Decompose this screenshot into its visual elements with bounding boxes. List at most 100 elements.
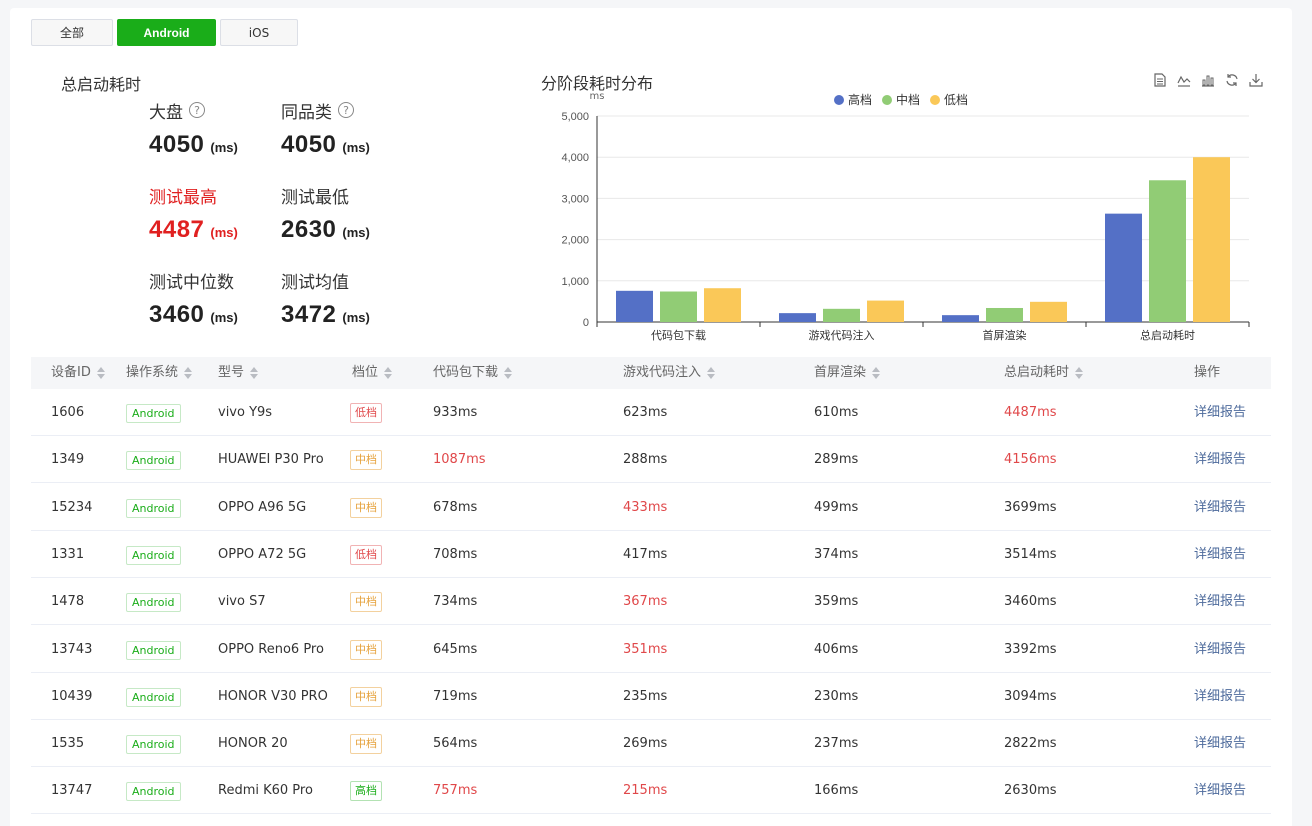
os-tag: Android (126, 593, 181, 613)
y-tick-label: 1,000 (561, 276, 589, 288)
column-header[interactable]: 设备ID (51, 357, 105, 389)
column-header-label: 档位 (352, 365, 379, 380)
sort-icon[interactable] (96, 367, 105, 379)
cell-download: 734ms (433, 594, 478, 610)
cell-render: 289ms (814, 452, 859, 468)
sort-down-icon (504, 374, 513, 379)
detail-report-link[interactable]: 详细报告 (1194, 736, 1247, 752)
stat-value: 4487 (ms) (149, 216, 238, 244)
cell-total: 4156ms (1004, 452, 1057, 468)
legend-item[interactable]: 中档 (882, 91, 920, 108)
column-header[interactable]: 游戏代码注入 (623, 357, 716, 389)
sort-down-icon (872, 374, 881, 379)
refresh-icon[interactable] (1225, 72, 1239, 88)
data-view-icon[interactable] (1153, 72, 1167, 88)
y-axis-unit-label: ms (590, 91, 605, 102)
cell-model: HONOR V30 PRO (218, 688, 328, 704)
cell-download: 757ms (433, 783, 478, 799)
detail-report-link[interactable]: 详细报告 (1194, 783, 1247, 799)
cell-model: vivo S7 (218, 594, 266, 610)
sort-icon[interactable] (384, 367, 393, 379)
sort-icon[interactable] (504, 367, 513, 379)
y-tick-label: 3,000 (561, 193, 589, 205)
sort-icon[interactable] (872, 367, 881, 379)
sort-icon[interactable] (1075, 367, 1084, 379)
legend-marker (882, 94, 893, 105)
column-header-label: 代码包下载 (433, 365, 499, 380)
cell-total: 4487ms (1004, 405, 1057, 420)
stat-0: 大盘? 4050 (ms) (149, 99, 238, 159)
cell-download: 719ms (433, 688, 478, 704)
filter-android-button[interactable]: Android (117, 19, 216, 46)
stat-number: 4487 (149, 216, 205, 243)
column-header[interactable]: 档位 (352, 357, 393, 389)
help-icon[interactable]: ? (338, 102, 354, 118)
level-tag: 中档 (350, 450, 382, 471)
detail-report-link[interactable]: 详细报告 (1194, 405, 1247, 420)
stat-number: 3460 (149, 301, 205, 328)
cell-download: 678ms (433, 499, 478, 515)
stat-number: 4050 (281, 131, 337, 158)
y-tick-label: 4,000 (561, 152, 589, 164)
sort-icon[interactable] (707, 367, 716, 379)
os-tag: Android (126, 545, 181, 565)
os-tag: Android (126, 451, 181, 471)
cell-total: 3094ms (1004, 688, 1057, 704)
filter-ios-button[interactable]: iOS (220, 19, 298, 46)
bar-低档-代码包下载 (704, 288, 741, 322)
sort-down-icon (707, 374, 716, 379)
stat-1: 同品类? 4050 (ms) (281, 99, 370, 159)
stat-value: 3460 (ms) (149, 301, 238, 329)
detail-report-link[interactable]: 详细报告 (1194, 546, 1247, 562)
detail-report-link[interactable]: 详细报告 (1194, 499, 1247, 515)
detail-report-link[interactable]: 详细报告 (1194, 594, 1247, 610)
cell-download: 1087ms (433, 452, 486, 468)
level-tag: 低档 (350, 403, 382, 423)
detail-report-link[interactable]: 详细报告 (1194, 688, 1247, 704)
cell-download: 645ms (433, 641, 478, 657)
bar-chart-icon[interactable] (1201, 72, 1215, 88)
line-chart-icon[interactable] (1177, 72, 1191, 88)
cell-inject: 623ms (623, 405, 668, 420)
column-header[interactable]: 型号 (218, 357, 259, 389)
chart-title: 分阶段耗时分布 (541, 74, 654, 93)
level-tag: 低档 (350, 544, 382, 565)
bar-高档-代码包下载 (616, 290, 653, 322)
column-header[interactable]: 操作系统 (126, 357, 193, 389)
legend-item[interactable]: 低档 (930, 91, 968, 108)
cell-model: HONOR 20 (218, 736, 288, 752)
legend-item[interactable]: 高档 (834, 91, 872, 108)
help-icon[interactable]: ? (189, 102, 205, 118)
cell-id: 1606 (51, 405, 85, 420)
column-header-label: 设备ID (51, 365, 91, 380)
detail-report-link[interactable]: 详细报告 (1194, 452, 1247, 468)
sort-icon[interactable] (184, 367, 193, 379)
level-tag: 中档 (350, 592, 382, 613)
cell-id: 1535 (51, 736, 85, 752)
table-row: 1478 Android vivo S7 中档 734ms 367ms 359ms 3460m… (31, 578, 1271, 626)
cell-id: 13743 (51, 641, 93, 657)
cell-render: 166ms (814, 783, 859, 799)
y-tick-label: 0 (583, 317, 589, 329)
column-header[interactable]: 总启动耗时 (1004, 357, 1084, 389)
stat-label-text: 同品类 (281, 102, 332, 123)
level-tag: 中档 (350, 734, 382, 755)
bar-中档-游戏代码注入 (823, 308, 860, 322)
table-row: 15234 Android OPPO A96 5G 中档 678ms 433ms 499ms… (31, 484, 1271, 531)
column-header[interactable]: 代码包下载 (433, 357, 513, 389)
cell-inject: 235ms (623, 688, 668, 704)
stat-label-text: 测试最高 (149, 187, 217, 208)
stat-value: 3472 (ms) (281, 301, 370, 329)
download-icon[interactable] (1249, 72, 1263, 88)
stat-label: 大盘? (149, 99, 238, 123)
chart-legend: 高档 中档 低档 (834, 91, 968, 108)
cell-total: 3392ms (1004, 641, 1057, 657)
sort-down-icon (184, 374, 193, 379)
sort-icon[interactable] (250, 367, 259, 379)
bar-中档-代码包下载 (660, 291, 697, 322)
column-header[interactable]: 首屏渲染 (814, 357, 881, 389)
sort-up-icon (184, 367, 193, 372)
filter-all-button[interactable]: 全部 (31, 19, 113, 46)
sort-up-icon (384, 367, 393, 372)
detail-report-link[interactable]: 详细报告 (1194, 641, 1247, 657)
